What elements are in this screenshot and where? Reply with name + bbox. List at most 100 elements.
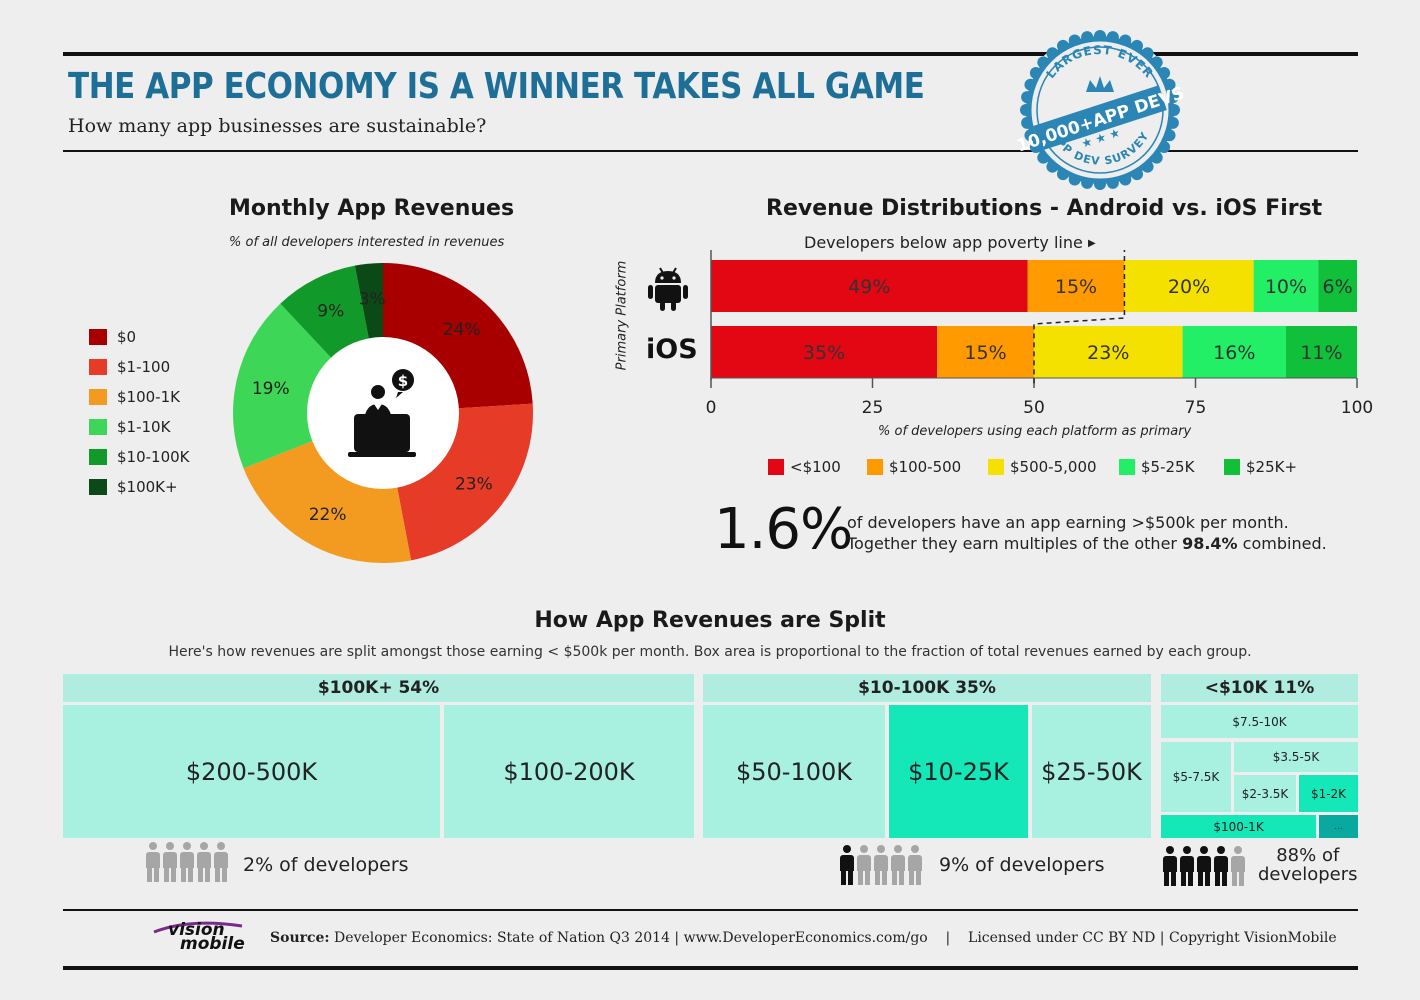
bar-segment-android-100 (711, 260, 1028, 312)
ios-label: iOS (646, 334, 698, 365)
bar-segment-android-5-25k (1253, 260, 1319, 312)
treemap-box-3-5-5k: $3.5-5K (1234, 742, 1358, 772)
survey-badge: LARGEST EVER APP DEV SURVEY 10,000+APP D… (1014, 30, 1187, 190)
person-icon (840, 845, 854, 885)
pie-label-1-100: 23% (455, 474, 493, 494)
pie-title: Monthly App Revenues (229, 196, 515, 221)
treemap-box-2-3-5k: $2-3.5K (1234, 775, 1296, 812)
bar-legend-swatch (988, 459, 1004, 475)
footer-rule-top (63, 909, 1358, 911)
stat-line-2-suffix: combined. (1237, 534, 1327, 553)
developers-text-group-1: 2% of developers (243, 854, 409, 876)
bar-label-ios-100: 35% (803, 342, 845, 364)
bar-x-tick-label: 0 (706, 398, 717, 418)
stat-text: of developers have an app earning >$500k… (847, 512, 1327, 554)
group-header-under-10k: <$10K 11% (1161, 674, 1358, 702)
bar-x-tick-label: 50 (1023, 398, 1045, 418)
developers-text-group-2: 9% of developers (939, 854, 1105, 876)
person-icon (146, 842, 160, 882)
person-icon (214, 842, 228, 882)
bar-segment-android-100-500 (1027, 260, 1125, 312)
bar-y-axis-label: Primary Platform (614, 260, 630, 371)
treemap-box-7-5-10k: $7.5-10K (1161, 705, 1358, 738)
person-icon (197, 842, 211, 882)
people-icons-group-2 (840, 845, 922, 885)
page-subtitle: How many app businesses are sustainable? (68, 115, 487, 137)
bar-segment-ios-100 (711, 326, 938, 378)
bar-x-tick-label: 100 (1341, 398, 1373, 418)
split-title: How App Revenues are Split (534, 608, 886, 633)
developers-text-group-3-line-1: 88% of (1276, 845, 1340, 866)
bar-legend-item-100: <$100 (768, 458, 841, 476)
stat-line-2: Together they earn multiples of the othe… (847, 533, 1327, 554)
bar-label-ios-25k: 11% (1300, 342, 1342, 364)
person-icon (1231, 846, 1245, 886)
bar-legend-label: $100-500 (889, 458, 962, 476)
bar-label-ios-5-25k: 16% (1213, 342, 1255, 364)
treemap-box-5-7-5k: $5-7.5K (1161, 742, 1231, 812)
bar-legend-swatch (867, 459, 883, 475)
bar-legend-item-500-5-000: $500-5,000 (988, 458, 1097, 476)
bar-x-tick-label: 25 (862, 398, 884, 418)
bar-segment-android-25k (1318, 260, 1357, 312)
pie-note: % of all developers interested in revenu… (229, 235, 505, 250)
pie-label-0: 24% (443, 320, 481, 340)
treemap-box-100-200k: $100-200K (444, 705, 694, 838)
bar-x-axis-label: % of developers using each platform as p… (878, 424, 1192, 439)
group-header-100k-plus: $100K+ 54% (63, 674, 694, 702)
bar-label-ios-100-500: 15% (964, 342, 1006, 364)
bar-label-android-100-500: 15% (1055, 276, 1097, 298)
person-icon (1163, 846, 1177, 886)
pie-legend-label: $10-100K (117, 448, 190, 466)
treemap-box-1-2k: $1-2K (1299, 775, 1358, 812)
pie-legend-item-1-10k: $1-10K (89, 418, 170, 436)
split-description: Here's how revenues are split amongst th… (168, 644, 1252, 660)
footer-source: Source: Developer Economics: State of Na… (270, 930, 1337, 946)
developer-laptop-icon: $ (348, 369, 416, 457)
page-title: THE APP ECONOMY IS A WINNER TAKES ALL GA… (68, 66, 925, 107)
bar-segment-ios-100-500 (937, 326, 1034, 378)
developers-text-group-3: 88% of developers (1258, 846, 1358, 884)
treemap-box-25-50k: $25-50K (1032, 705, 1151, 838)
logo-line-1: vision (168, 920, 225, 940)
bar-legend-label: <$100 (790, 458, 841, 476)
person-icon (908, 845, 922, 885)
footer-rule-bottom (63, 966, 1358, 970)
bar-x-tick-label: 75 (1185, 398, 1207, 418)
pie-legend-swatch (89, 449, 107, 465)
logo-line-2: mobile (180, 934, 245, 954)
pie-legend-label: $100K+ (117, 478, 178, 496)
treemap-box-10-25k: $10-25K (889, 705, 1028, 838)
pie-legend-swatch (89, 479, 107, 495)
pie-legend-swatch (89, 389, 107, 405)
person-icon (1180, 846, 1194, 886)
footer-source-text: Developer Economics: State of Nation Q3 … (329, 930, 1337, 946)
person-icon (180, 842, 194, 882)
pie-legend-item-100-1k: $100-1K (89, 388, 180, 406)
arrow-right-icon: ▶ (1087, 238, 1096, 249)
person-icon (891, 845, 905, 885)
android-icon (648, 267, 688, 311)
bar-legend-swatch (768, 459, 784, 475)
people-icons-group-1 (146, 842, 228, 882)
bar-segment-ios-5-25k (1182, 326, 1286, 378)
pie-legend-swatch (89, 419, 107, 435)
poverty-line-label: Developers below app poverty line ▶ (804, 233, 1096, 252)
bar-segment-android-500-5-000 (1124, 260, 1254, 312)
pie-label-1-10k: 19% (252, 379, 290, 399)
bar-legend-label: $25K+ (1246, 458, 1298, 476)
bar-segment-ios-500-5-000 (1034, 326, 1183, 378)
bar-label-android-100: 49% (848, 276, 890, 298)
pie-legend-item-10-100k: $10-100K (89, 448, 190, 466)
poverty-line-label-text: Developers below app poverty line (804, 233, 1083, 252)
treemap-box-50-100k: $50-100K (703, 705, 885, 838)
stat-line-1: of developers have an app earning >$500k… (847, 513, 1289, 532)
bar-label-android-5-25k: 10% (1265, 276, 1307, 298)
bar-legend-swatch (1119, 459, 1135, 475)
pie-legend-item-0: $0 (89, 328, 136, 346)
treemap-box-200-500k: $200-500K (63, 705, 440, 838)
bar-legend-item-5-25k: $5-25K (1119, 458, 1194, 476)
people-icons-group-3 (1163, 846, 1245, 886)
header-rule (63, 150, 1358, 152)
treemap-box-other: ... (1319, 815, 1358, 838)
